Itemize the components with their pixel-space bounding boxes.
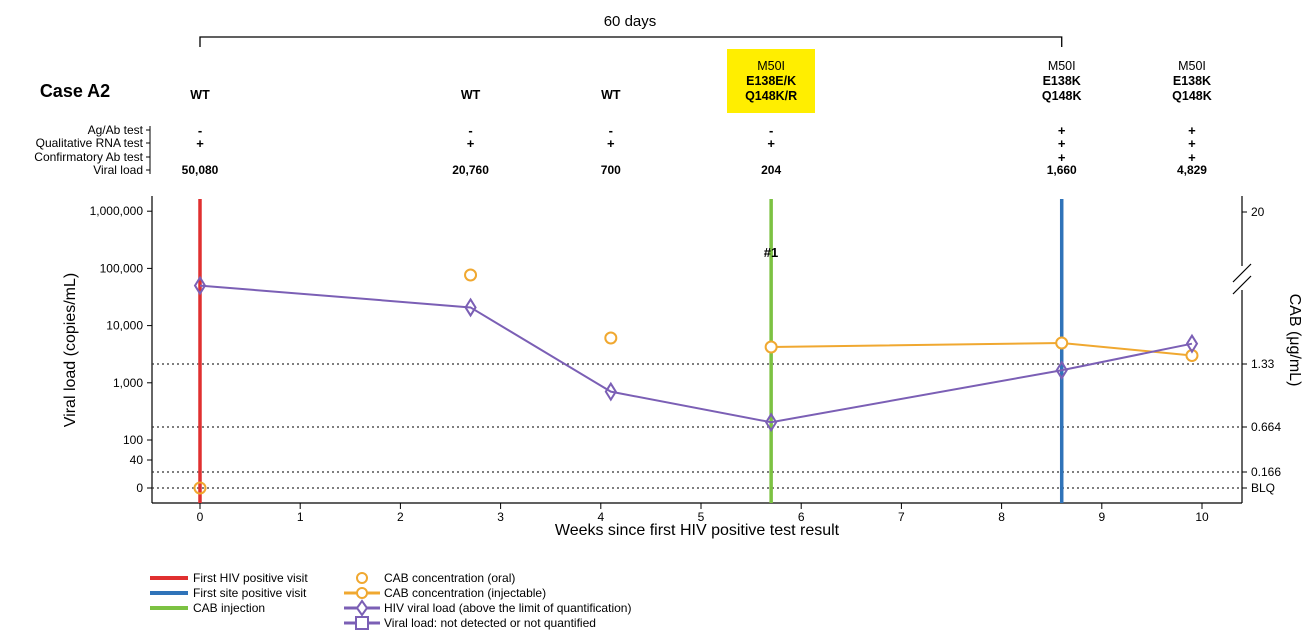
viral-load-value: 20,760 [452, 163, 489, 177]
test-row-label: Viral load [93, 163, 143, 177]
viral-load-line [199, 284, 1193, 424]
y-axis-label: Viral load (copies/mL) [62, 273, 79, 427]
y-tick-label: 1,000 [113, 376, 143, 390]
legend-marker [356, 572, 368, 584]
x-tick-label: 2 [397, 510, 404, 524]
viral-load-value: 50,080 [182, 163, 219, 177]
viral-load-value: 204 [761, 163, 781, 177]
y2-tick-label: 1.33 [1251, 357, 1275, 371]
y-tick-label: 100,000 [100, 261, 144, 275]
test-result: - [769, 123, 773, 138]
x-axis-label: Weeks since first HIV positive test resu… [555, 522, 840, 539]
genotype-label: Q148K [1042, 89, 1082, 103]
genotype-highlight [727, 49, 815, 113]
y-tick-label: 100 [123, 433, 143, 447]
test-result: + [1058, 136, 1066, 151]
test-result: + [1058, 123, 1066, 138]
viral-load-point [193, 275, 207, 296]
legend-label: First HIV positive visit [193, 571, 308, 585]
legend-marker [356, 587, 368, 599]
viral-load-value: 700 [601, 163, 621, 177]
viral-load-point [764, 412, 778, 433]
x-tick-label: 3 [497, 510, 504, 524]
axis-break-mark [1232, 263, 1252, 283]
x-tick-label: 9 [1098, 510, 1105, 524]
genotype-label: Q148K/R [745, 89, 797, 103]
viral-load-point [1185, 333, 1199, 354]
cab-injectable-point [1055, 336, 1069, 350]
x-tick-label: 4 [597, 510, 604, 524]
test-result: - [468, 123, 472, 138]
bracket-label: 60 days [604, 13, 657, 30]
x-tick-label: 1 [297, 510, 304, 524]
y2-tick-label: 20 [1251, 205, 1265, 219]
x-tick-label: 5 [698, 510, 705, 524]
genotype-label: WT [461, 88, 481, 102]
genotype-label: E138K [1043, 74, 1081, 88]
sixty-day-bracket [199, 36, 1063, 47]
genotype-label: E138E/K [746, 74, 796, 88]
cab-injectable-line [771, 341, 1193, 357]
genotype-label: WT [190, 88, 210, 102]
y-tick-label: 1,000,000 [90, 204, 144, 218]
x-tick-label: 0 [197, 510, 204, 524]
test-result: - [198, 123, 202, 138]
cab-oral-point [604, 331, 618, 345]
viral-load-point [464, 297, 477, 318]
y-tick-label: 0 [136, 481, 143, 495]
test-result: + [767, 136, 775, 151]
legend-label: CAB injection [193, 601, 265, 615]
axis-break-mark [1232, 275, 1252, 295]
test-result: + [1188, 123, 1196, 138]
legend-marker [355, 616, 369, 630]
test-result: + [1058, 150, 1066, 165]
y2-tick-label: BLQ [1251, 481, 1275, 495]
genotype-label: M50I [1048, 59, 1076, 73]
legend-label: HIV viral load (above the limit of quant… [384, 601, 631, 615]
genotype-label: M50I [1178, 59, 1206, 73]
genotype-label: E138K [1173, 74, 1211, 88]
viral-load-point [1055, 360, 1068, 381]
legend-label: Viral load: not detected or not quantifi… [384, 616, 596, 630]
test-row-label: Confirmatory Ab test [34, 150, 143, 164]
y-tick-label: 40 [130, 453, 144, 467]
legend-label: CAB concentration (oral) [384, 571, 515, 585]
y2-tick-label: 0.166 [1251, 465, 1281, 479]
case-label: Case A2 [40, 81, 110, 101]
test-result: + [196, 136, 204, 151]
legend-marker [355, 599, 369, 617]
test-result: + [467, 136, 475, 151]
y2-axis-label: CAB (μg/mL) [1286, 294, 1303, 387]
cab-oral-point [193, 481, 207, 495]
y-tick-label: 10,000 [106, 319, 143, 333]
genotype-label: Q148K [1172, 89, 1212, 103]
injection-annotation: #1 [764, 245, 778, 260]
cab-injectable-point [764, 340, 778, 354]
legend-label: First site positive visit [193, 586, 307, 600]
legend-label: CAB concentration (injectable) [384, 586, 546, 600]
test-row-label: Qualitative RNA test [36, 136, 144, 150]
test-result: - [609, 123, 613, 138]
y2-tick-label: 0.664 [1251, 420, 1281, 434]
viral-load-value: 1,660 [1047, 163, 1077, 177]
genotype-label: WT [601, 88, 621, 102]
viral-load-value: 4,829 [1177, 163, 1207, 177]
x-tick-label: 10 [1195, 510, 1209, 524]
viral-load-point [604, 381, 617, 402]
genotype-label: M50I [757, 59, 785, 73]
x-tick-label: 6 [798, 510, 805, 524]
test-result: + [1188, 150, 1196, 165]
x-tick-label: 8 [998, 510, 1005, 524]
test-row-label: Ag/Ab test [88, 123, 144, 137]
test-result: + [607, 136, 615, 151]
cab-oral-point [464, 268, 478, 282]
test-result: + [1188, 136, 1196, 151]
x-tick-label: 7 [898, 510, 905, 524]
